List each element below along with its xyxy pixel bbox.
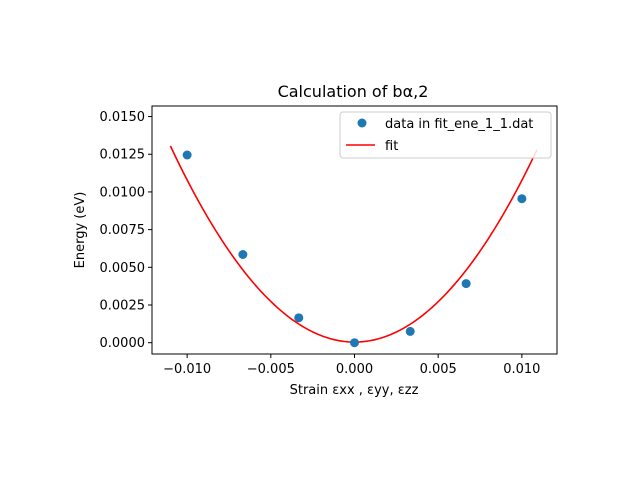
x-tick-label: 0.000 (336, 362, 373, 377)
x-tick-label: 0.010 (503, 362, 540, 377)
legend-box (339, 111, 552, 159)
data-point (350, 338, 359, 348)
y-tick-label: 0.0100 (100, 185, 146, 200)
chart-title: Calculation of bα,2 (278, 82, 429, 101)
x-axis-label: Strain εxx , εyy, εzz (290, 383, 419, 398)
x-tick-label: 0.005 (420, 362, 457, 377)
legend-label-data: data in fit_ene_1_1.dat (385, 117, 533, 132)
y-tick-label: 0.0125 (100, 148, 146, 163)
data-point (294, 313, 304, 323)
data-point (182, 150, 192, 160)
plot-area: −0.010 −0.005 0.000 0.005 0.010 0.0000 0.0025 0… (100, 105, 558, 377)
data-point (405, 326, 415, 336)
y-axis-label: Energy (eV) (73, 192, 88, 269)
data-point (517, 194, 527, 204)
data-point (238, 250, 248, 259)
y-tick-label: 0.0050 (100, 261, 146, 276)
y-tick-label: 0.0075 (100, 223, 146, 238)
x-tick-label: −0.005 (247, 362, 295, 377)
data-point (461, 279, 471, 289)
y-tick-label: 0.0000 (100, 336, 146, 351)
y-tick-label: 0.0150 (100, 110, 146, 125)
y-tick-label: 0.0025 (100, 299, 146, 314)
legend-marker-data (357, 118, 367, 128)
legend-label-fit: fit (385, 139, 398, 154)
x-tick-label: −0.010 (163, 362, 211, 377)
